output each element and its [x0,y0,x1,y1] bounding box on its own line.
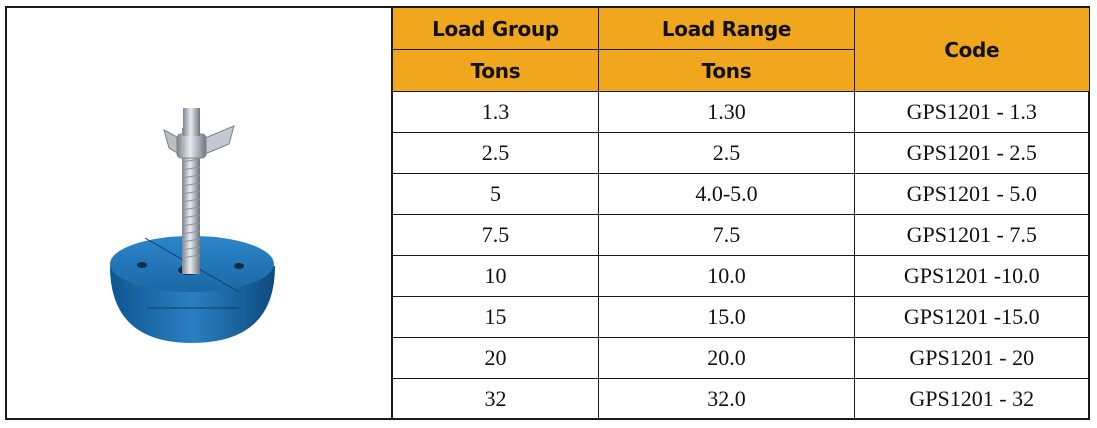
header-code: Code [854,8,1089,92]
table-row: 5 4.0-5.0 GPS1201 - 5.0 [392,173,1089,215]
cell-load-range: 20.0 [598,337,855,379]
leveling-foot-icon [110,108,275,343]
cell-code: GPS1201 - 2.5 [854,132,1089,174]
cell-code: GPS1201 - 7.5 [854,214,1089,256]
cell-load-group: 32 [392,378,599,419]
cell-load-group: 1.3 [392,91,599,133]
cell-load-group: 2.5 [392,132,599,174]
table-row: 15 15.0 GPS1201 -15.0 [392,296,1089,338]
cell-load-range: 4.0-5.0 [598,173,855,215]
cell-load-range: 7.5 [598,214,855,256]
header-load-group: Load Group [392,8,599,50]
cell-code: GPS1201 - 32 [854,378,1089,419]
table-row: 32 32.0 GPS1201 - 32 [392,378,1089,419]
cell-load-group: 5 [392,173,599,215]
cell-load-group: 10 [392,255,599,297]
table-row: 2.5 2.5 GPS1201 - 2.5 [392,132,1089,174]
spec-sheet: Load Group Load Range Code Tons Tons 1.3… [5,6,1090,420]
cell-load-range: 15.0 [598,296,855,338]
cell-load-range: 10.0 [598,255,855,297]
cell-load-group: 15 [392,296,599,338]
table-row: 7.5 7.5 GPS1201 - 7.5 [392,214,1089,256]
header-load-range-unit: Tons [598,49,855,92]
table-row: 10 10.0 GPS1201 -10.0 [392,255,1089,297]
load-spec-table: Load Group Load Range Code Tons Tons 1.3… [392,8,1089,419]
cell-code: GPS1201 -10.0 [854,255,1089,297]
cell-code: GPS1201 - 20 [854,337,1089,379]
cell-code: GPS1201 - 5.0 [854,173,1089,215]
product-image-cell [7,8,392,418]
header-row-2: Tons Tons [392,49,1089,92]
table-row: 1.3 1.30 GPS1201 - 1.3 [392,91,1089,133]
cell-load-group: 7.5 [392,214,599,256]
cell-load-range: 32.0 [598,378,855,419]
header-load-range: Load Range [598,8,855,50]
table-row: 20 20.0 GPS1201 - 20 [392,337,1089,379]
cell-code: GPS1201 -15.0 [854,296,1089,338]
header-load-group-unit: Tons [392,49,599,92]
cell-load-group: 20 [392,337,599,379]
cell-load-range: 2.5 [598,132,855,174]
cell-load-range: 1.30 [598,91,855,133]
cell-code: GPS1201 - 1.3 [854,91,1089,133]
header-row-1: Load Group Load Range Code [392,8,1089,92]
